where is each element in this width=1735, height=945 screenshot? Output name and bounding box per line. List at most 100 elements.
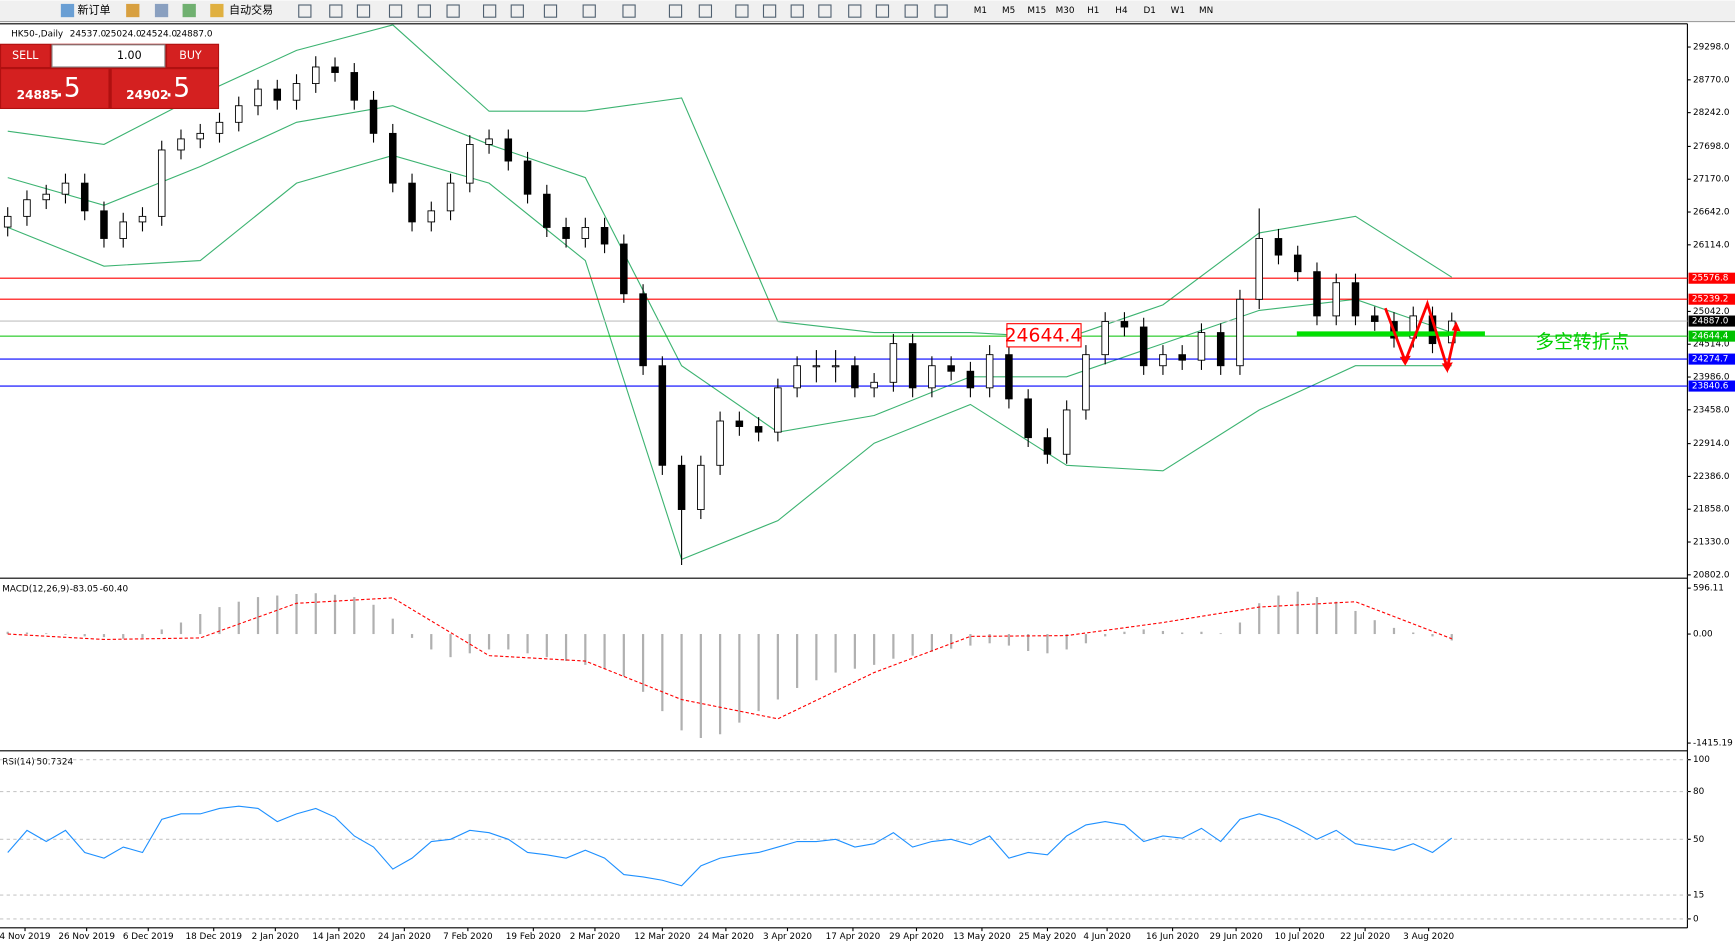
y-tick-label: 23986.0 [1693,373,1730,383]
ask-button[interactable] [111,69,218,108]
tool-icon[interactable] [848,4,862,18]
lots-value[interactable]: 1.00 [117,49,142,62]
timeframe-button[interactable]: M30 [1056,6,1075,16]
tool-icon[interactable] [735,4,749,18]
candle-body [716,420,724,466]
tool-icon[interactable] [298,4,312,18]
candle-body [1332,282,1340,317]
bid-price[interactable]: 24885 [17,88,59,102]
timeframe-button[interactable]: MN [1199,6,1213,16]
arrow-head [1441,362,1453,373]
new-order-button[interactable]: 新订单 [77,3,110,17]
tool-icon[interactable] [182,3,196,18]
buy-button[interactable] [167,44,218,67]
tool-icon[interactable] [446,4,460,18]
timeframe-button[interactable]: M15 [1027,6,1046,16]
sell-button[interactable] [1,44,50,67]
candle-body [215,121,224,134]
candle-body [1178,354,1186,361]
ask-price[interactable]: 24902 [126,88,168,102]
candle-body [600,226,609,245]
sell-label[interactable]: SELL [12,49,39,62]
candle-body [735,420,744,427]
auto-trading-button[interactable]: 自动交易 [229,3,273,17]
timeframe-button[interactable]: H1 [1087,6,1099,16]
auto-trading-icon[interactable] [210,3,224,18]
tool-icon[interactable] [762,4,777,18]
tool-icon[interactable] [417,4,431,18]
y-tick-label: 29298.0 [1693,43,1730,53]
candle-body [697,464,705,510]
candle-body [543,193,551,228]
candle-body [466,144,474,184]
x-tick-label: 4 Jun 2020 [1083,932,1131,942]
x-tick-label: 10 Jul 2020 [1275,932,1325,942]
x-tick-label: 3 Apr 2020 [763,932,812,942]
y-tick-label: 28770.0 [1693,75,1730,85]
candle-body [312,66,320,85]
tool-icon[interactable] [818,4,832,18]
x-tick-label: 17 Apr 2020 [826,932,881,942]
candle-body [1255,238,1263,300]
candle-body [793,365,801,389]
rsi-title: RSI(14) [2,757,35,767]
timeframe-button[interactable]: D1 [1143,6,1155,16]
candle-body [639,293,647,367]
x-tick-label: 19 Feb 2020 [506,932,561,942]
candle-body [42,193,50,201]
tool-icon[interactable] [329,4,343,18]
x-tick-label: 29 Jun 2020 [1210,932,1264,942]
tool-icon[interactable] [875,4,890,18]
bollinger-band [7,24,1453,339]
y-tick-label: 21858.0 [1693,505,1730,515]
tool-icon[interactable] [622,4,636,18]
timeframe-button[interactable]: H4 [1115,6,1128,16]
timeframe-button[interactable]: M1 [974,6,987,16]
tool-icon[interactable] [904,4,918,18]
bid-button[interactable] [1,69,109,108]
bid-fraction[interactable]: .5 [55,73,80,104]
candle-body [119,221,127,239]
tool-icon[interactable] [510,4,524,18]
candle-body [774,387,782,433]
y-tick-label: 21330.0 [1693,538,1730,548]
level-label: 24644.4 [1692,332,1729,342]
y-tick-label: 22386.0 [1693,472,1730,482]
tool-icon[interactable] [482,4,497,18]
ask-fraction[interactable]: .5 [165,73,190,104]
new-order-icon[interactable] [60,3,75,18]
timeframe-button[interactable]: W1 [1171,6,1185,16]
tool-icon[interactable] [698,4,713,18]
candle-body [254,88,262,107]
bollinger-band [7,154,1452,561]
timeframe-button[interactable]: M5 [1002,6,1015,16]
candle-body [928,365,936,389]
candle-body [446,182,455,212]
lots-input[interactable] [51,44,166,68]
level-tag [1688,380,1735,392]
y-tick-label: 27170.0 [1693,175,1730,185]
candle-body [157,149,166,217]
level-label: 25239.2 [1692,295,1729,305]
tool-icon[interactable] [790,4,804,18]
tool-icon[interactable] [154,3,169,18]
tool-icon[interactable] [668,4,683,18]
macd-value: -60.40 [100,585,129,595]
buy-label[interactable]: BUY [179,49,202,62]
candle-body [234,105,243,123]
tool-icon[interactable] [934,4,948,18]
candle-body [947,365,955,372]
tool-icon[interactable] [126,3,140,18]
tool-icon[interactable] [582,4,596,18]
candle-body [677,464,686,510]
tool-icon[interactable] [388,4,403,18]
x-tick-label: 2 Mar 2020 [570,932,621,942]
candle-body [138,215,147,223]
tool-icon[interactable] [543,4,558,18]
level-tag [1688,330,1735,342]
tool-icon[interactable] [356,4,371,18]
y-tick-label: 100 [1693,755,1710,765]
zigzag-arrow [1384,299,1458,374]
candle-body [196,132,205,140]
